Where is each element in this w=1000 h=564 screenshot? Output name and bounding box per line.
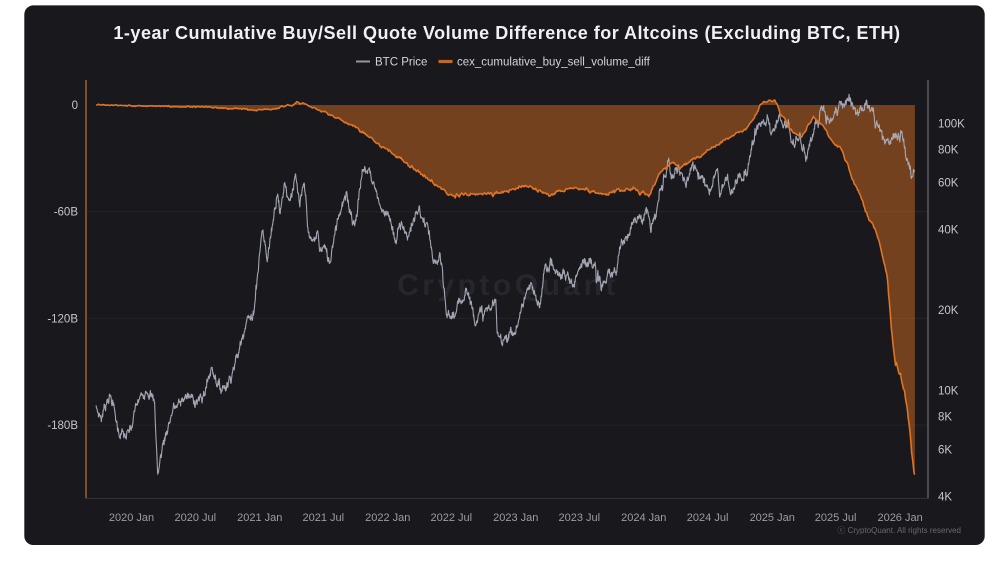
svg-text:-120B: -120B [47, 313, 78, 325]
svg-text:20K: 20K [938, 305, 959, 317]
svg-text:2024 Jan: 2024 Jan [621, 512, 666, 524]
svg-text:CryptoQuant: CryptoQuant [397, 269, 619, 302]
svg-text:-60B: -60B [54, 207, 79, 219]
svg-text:BTC Price: BTC Price [375, 57, 427, 69]
svg-text:40K: 40K [938, 225, 959, 237]
svg-text:6K: 6K [938, 445, 952, 457]
svg-text:60K: 60K [938, 178, 959, 190]
svg-text:2021 Jan: 2021 Jan [237, 512, 282, 524]
svg-text:2020 Jul: 2020 Jul [175, 512, 217, 524]
svg-text:2022 Jul: 2022 Jul [431, 512, 473, 524]
svg-text:ⓒ CryptoQuant. All rights rese: ⓒ CryptoQuant. All rights reserved [837, 526, 961, 535]
svg-text:4K: 4K [938, 492, 952, 504]
svg-text:2020 Jan: 2020 Jan [109, 512, 154, 524]
svg-text:2024 Jul: 2024 Jul [687, 512, 729, 524]
svg-text:0: 0 [72, 100, 78, 112]
svg-text:cex_cumulative_buy_sell_volume: cex_cumulative_buy_sell_volume_diff [457, 57, 651, 69]
svg-text:2025 Jul: 2025 Jul [815, 512, 857, 524]
svg-text:10K: 10K [938, 385, 959, 397]
svg-text:100K: 100K [938, 118, 965, 130]
svg-text:2023 Jan: 2023 Jan [493, 512, 538, 524]
svg-text:80K: 80K [938, 144, 959, 156]
svg-text:2021 Jul: 2021 Jul [303, 512, 345, 524]
svg-text:8K: 8K [938, 411, 952, 423]
svg-text:-180B: -180B [47, 420, 78, 432]
svg-text:1-year Cumulative Buy/Sell Quo: 1-year Cumulative Buy/Sell Quote Volume … [113, 23, 900, 43]
svg-text:2026 Jan: 2026 Jan [877, 512, 922, 524]
svg-text:2023 Jul: 2023 Jul [559, 512, 601, 524]
svg-text:2022 Jan: 2022 Jan [365, 512, 410, 524]
svg-text:2025 Jan: 2025 Jan [750, 512, 795, 524]
